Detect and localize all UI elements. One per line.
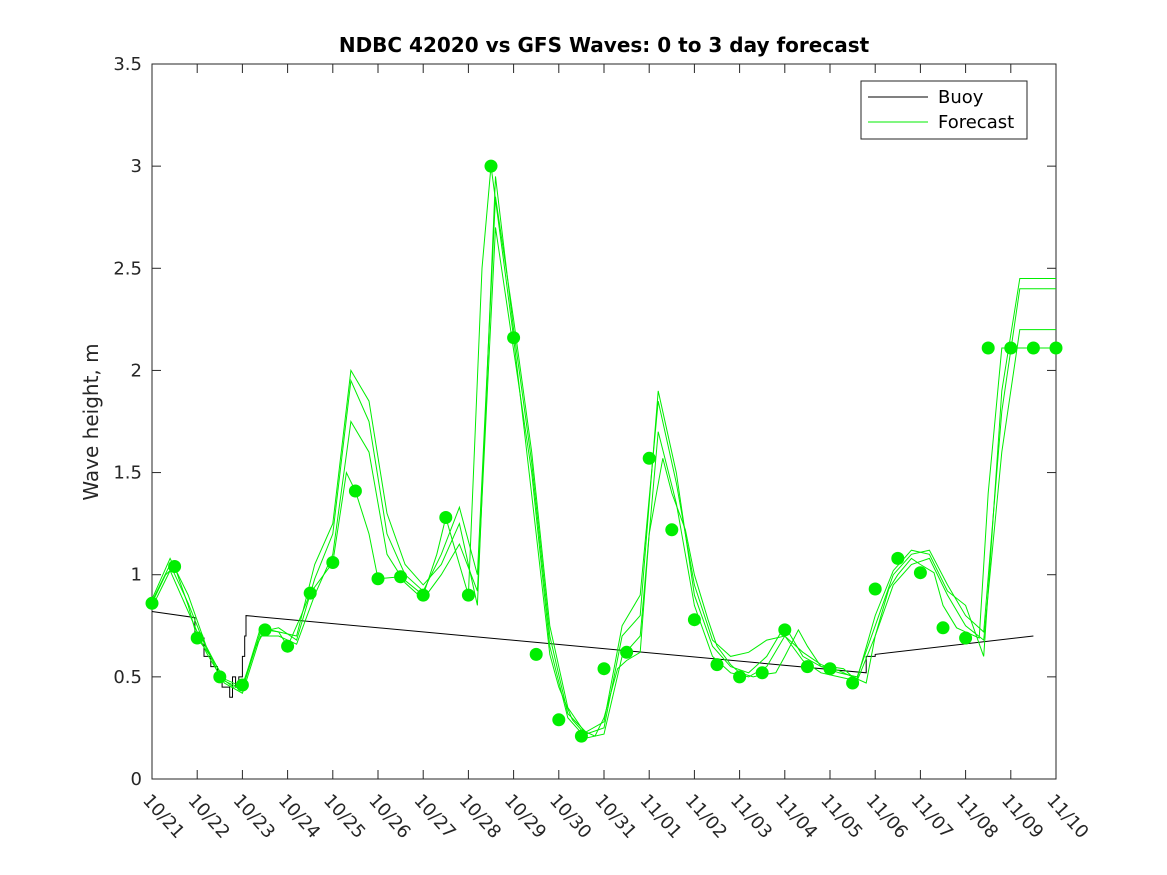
forecast-series-line-4 <box>151 176 1056 733</box>
y-tick-label: 1 <box>131 565 142 586</box>
forecast-point <box>642 451 656 465</box>
y-tick-label: 3.5 <box>113 54 142 75</box>
forecast-point <box>213 670 227 684</box>
legend-buoy-label: Buoy <box>938 87 984 108</box>
forecast-series-line-3 <box>151 227 1056 739</box>
forecast-point <box>281 639 295 653</box>
forecast-point <box>710 658 724 672</box>
forecast-point <box>846 676 860 690</box>
y-tick-label: 0 <box>131 769 142 790</box>
forecast-point <box>235 678 249 692</box>
forecast-point <box>552 713 566 727</box>
forecast-point <box>461 588 475 602</box>
legend-box <box>860 80 1028 140</box>
buoy-series-line <box>151 611 1034 698</box>
forecast-point <box>597 662 611 676</box>
plot-layer <box>145 159 1063 743</box>
y-tick-label: 2 <box>131 360 142 381</box>
forecast-point <box>891 551 905 565</box>
forecast-point <box>145 596 159 610</box>
forecast-point <box>733 670 747 684</box>
forecast-point <box>665 523 679 537</box>
forecast-point <box>755 666 769 680</box>
forecast-point <box>574 729 588 743</box>
forecast-series-line-1 <box>151 166 1056 737</box>
forecast-point <box>190 631 204 645</box>
forecast-point <box>778 623 792 637</box>
y-tick-label: 1.5 <box>113 463 142 484</box>
forecast-point <box>913 566 927 580</box>
forecast-point <box>959 631 973 645</box>
y-axis-label: Wave height, m <box>79 343 103 500</box>
forecast-point <box>936 621 950 635</box>
forecast-point <box>484 159 498 173</box>
legend: Buoy Forecast <box>860 80 1028 140</box>
forecast-point <box>439 511 453 524</box>
y-tick-label: 3 <box>131 156 142 177</box>
forecast-point <box>868 582 882 596</box>
forecast-point <box>800 660 814 674</box>
y-tick-label: 0.5 <box>113 667 142 688</box>
forecast-point <box>326 556 340 569</box>
forecast-point <box>529 647 543 661</box>
forecast-point <box>507 331 521 345</box>
forecast-point <box>303 586 317 600</box>
forecast-point <box>620 645 634 659</box>
forecast-series-line-2 <box>151 196 1056 735</box>
chart-title: NDBC 42020 vs GFS Waves: 0 to 3 day fore… <box>339 33 870 57</box>
forecast-point <box>371 572 385 586</box>
legend-forecast-label: Forecast <box>938 112 1014 133</box>
forecast-point <box>823 662 837 676</box>
forecast-point <box>687 613 701 627</box>
forecast-point <box>348 484 362 498</box>
y-tick-label: 2.5 <box>113 258 142 279</box>
forecast-point <box>416 588 430 602</box>
forecast-point <box>1026 341 1040 355</box>
forecast-point <box>394 570 408 584</box>
forecast-point <box>258 623 272 637</box>
forecast-point <box>981 341 995 355</box>
forecast-point <box>1049 341 1063 355</box>
forecast-point <box>1004 341 1018 355</box>
forecast-point <box>168 560 182 573</box>
